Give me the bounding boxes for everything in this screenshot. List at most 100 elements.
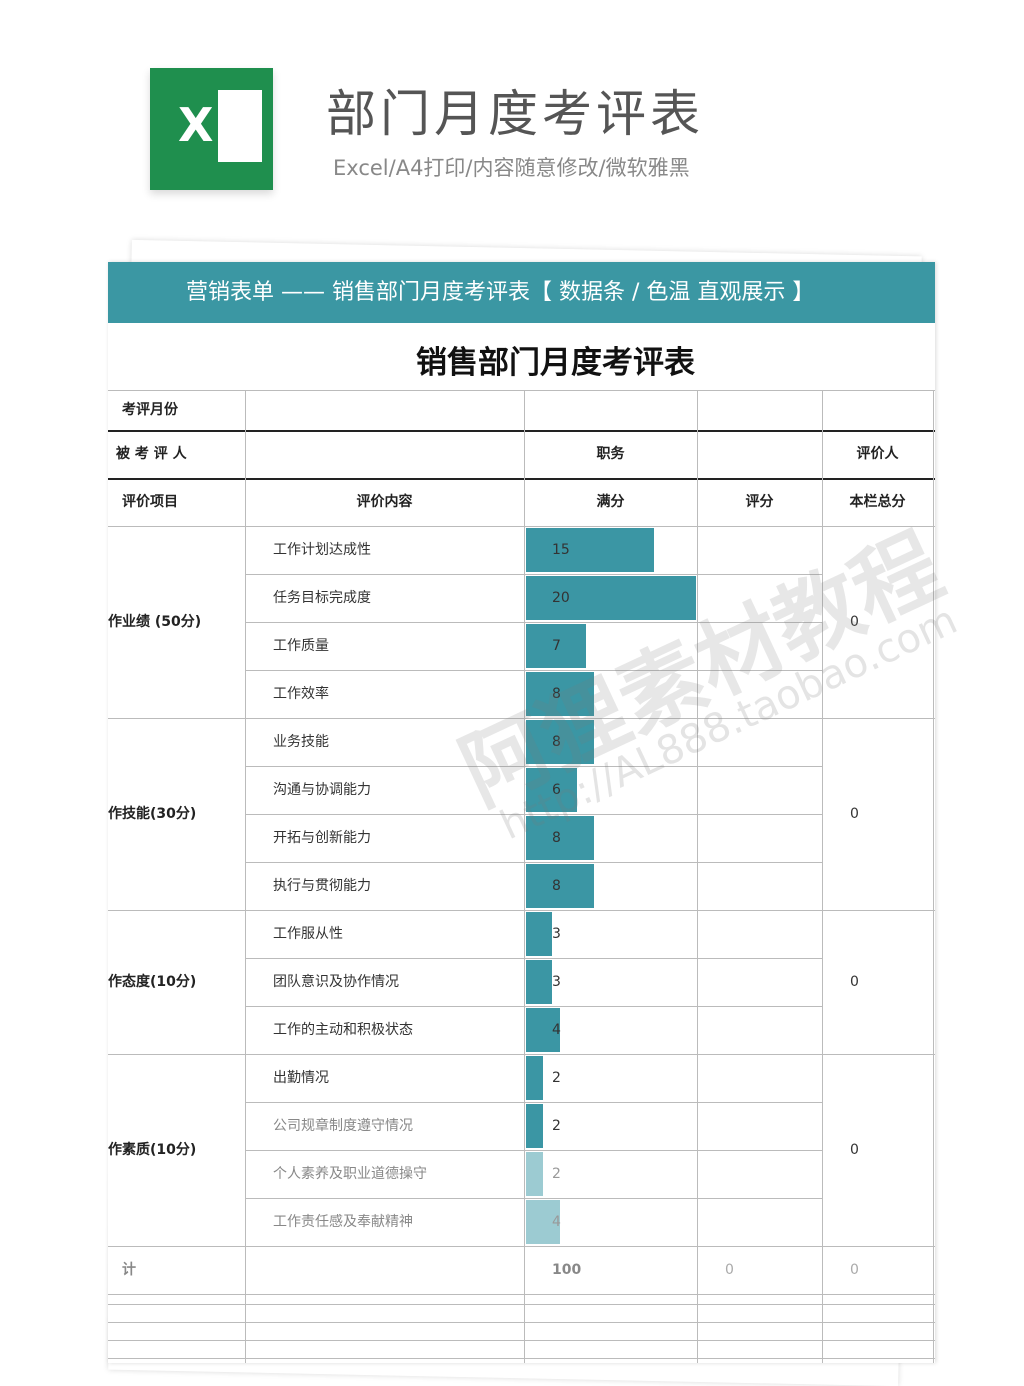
column-header: 满分 [596, 494, 625, 510]
column-header: 本栏总分 [849, 494, 906, 510]
data-bar [526, 1200, 560, 1244]
data-bar [526, 1008, 560, 1052]
row-line [108, 1340, 935, 1341]
excel-icon: X [150, 68, 273, 190]
row-line [108, 1246, 935, 1247]
row-line [245, 1198, 822, 1199]
item-name: 任务目标完成度 [273, 590, 371, 606]
label: 被 考 评 人 [116, 446, 187, 462]
item-max: 20 [552, 590, 570, 606]
row-line [108, 1322, 935, 1323]
item-max: 4 [552, 1214, 561, 1230]
data-bar [526, 912, 552, 956]
icon-letter: X [178, 98, 214, 152]
row-line [108, 1294, 935, 1295]
data-bar [526, 768, 577, 812]
item-name: 工作质量 [273, 638, 329, 654]
col-line [697, 390, 698, 1363]
item-name: 业务技能 [273, 734, 329, 750]
row-line [245, 814, 822, 815]
row-line [108, 390, 935, 391]
total-sum: 0 [850, 1262, 859, 1278]
col-line [245, 390, 246, 1363]
group-total: 0 [850, 614, 859, 630]
group-name: 作素质(10分) [108, 1142, 197, 1158]
icon-sheet [218, 90, 262, 162]
group-name: 作态度(10分) [108, 974, 197, 990]
row-line [245, 1006, 822, 1007]
item-max: 8 [552, 878, 561, 894]
row-line [245, 766, 822, 767]
row-line [108, 1304, 935, 1305]
row-line [108, 430, 935, 432]
sheet-title: 销售部门月度考评表 [416, 345, 695, 381]
column-header: 评价项目 [122, 494, 178, 510]
row-line [108, 478, 935, 480]
item-max: 8 [552, 734, 561, 750]
group-name: 作技能(30分) [108, 806, 197, 822]
data-bar [526, 720, 594, 764]
col-line [524, 390, 525, 1363]
item-name: 公司规章制度遵守情况 [273, 1118, 413, 1134]
data-bar [526, 672, 594, 716]
row-line [245, 574, 822, 575]
item-max: 3 [552, 926, 561, 942]
item-name: 工作计划达成性 [273, 542, 371, 558]
row-line [108, 526, 935, 527]
group-total: 0 [850, 1142, 859, 1158]
data-bar [526, 528, 654, 572]
row-line [245, 622, 822, 623]
data-bar [526, 624, 586, 668]
total-max: 100 [552, 1262, 582, 1278]
total-score: 0 [725, 1262, 734, 1278]
row-line [245, 862, 822, 863]
page-subtitle: Excel/A4打印/内容随意修改/微软雅黑 [333, 156, 690, 180]
item-max: 8 [552, 686, 561, 702]
item-max: 2 [552, 1118, 561, 1134]
page-title: 部门月度考评表 [326, 85, 704, 143]
column-header: 评分 [745, 494, 774, 510]
data-bar [526, 816, 594, 860]
row-line [108, 910, 935, 911]
item-name: 开拓与创新能力 [273, 830, 371, 846]
data-bar [526, 960, 552, 1004]
row-line [108, 1054, 935, 1055]
item-max: 15 [552, 542, 570, 558]
item-max: 6 [552, 782, 561, 798]
row-line [245, 1150, 822, 1151]
item-max: 2 [552, 1166, 561, 1182]
item-name: 工作的主动和积极状态 [273, 1022, 413, 1038]
item-max: 3 [552, 974, 561, 990]
total-label: 计 [122, 1262, 136, 1278]
label: 职务 [596, 446, 625, 462]
column-header: 评价内容 [356, 494, 413, 510]
item-name: 团队意识及协作情况 [273, 974, 399, 990]
item-max: 2 [552, 1070, 561, 1086]
item-name: 沟通与协调能力 [273, 782, 371, 798]
item-name: 工作效率 [273, 686, 329, 702]
item-name: 工作责任感及奉献精神 [273, 1214, 413, 1230]
item-max: 4 [552, 1022, 561, 1038]
label: 评价人 [856, 446, 899, 462]
row-line [245, 670, 822, 671]
row-line [245, 1102, 822, 1103]
item-name: 执行与贯彻能力 [273, 878, 371, 894]
row-line [108, 1358, 935, 1359]
group-name: 作业绩 (50分) [108, 614, 202, 630]
data-bar [526, 1152, 543, 1196]
data-bar [526, 1056, 543, 1100]
group-total: 0 [850, 974, 859, 990]
label: 考评月份 [122, 402, 178, 418]
item-max: 7 [552, 638, 561, 654]
data-bar [526, 864, 594, 908]
col-line [933, 390, 934, 1363]
banner: 营销表单 —— 销售部门月度考评表【 数据条 / 色温 直观展示 】 [108, 262, 935, 323]
data-bar [526, 576, 696, 620]
data-bar [526, 1104, 543, 1148]
group-total: 0 [850, 806, 859, 822]
item-name: 个人素养及职业道德操守 [273, 1166, 427, 1182]
item-name: 出勤情况 [273, 1070, 329, 1086]
sheet: 营销表单 —— 销售部门月度考评表【 数据条 / 色温 直观展示 】 销售部门月… [108, 262, 935, 1363]
row-line [108, 718, 935, 719]
